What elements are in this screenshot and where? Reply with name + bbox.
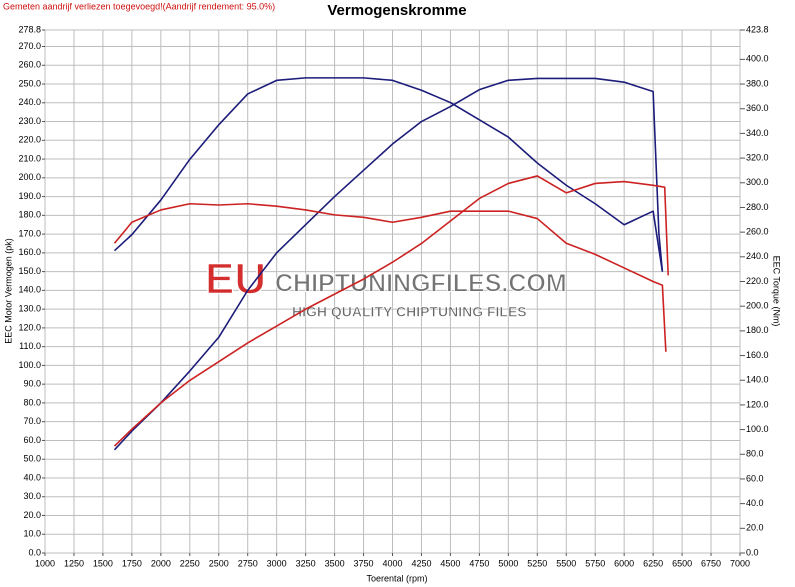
series-line xyxy=(113,77,664,272)
y2-tick-label: 240.0 xyxy=(746,251,769,261)
x-tick-label: 6250 xyxy=(643,558,663,568)
x-tick-label: 1000 xyxy=(35,558,55,568)
watermark: EU CHIPTUNINGFILES.COM HIGH QUALITY CHIP… xyxy=(204,254,567,320)
y2-tick-label: 120.0 xyxy=(746,399,769,409)
y-tick-label: 0.0 xyxy=(28,547,41,557)
y-tick-label: 110.0 xyxy=(19,341,41,351)
series-line xyxy=(113,202,667,352)
y2-tick-label: 423.8 xyxy=(746,24,769,34)
y-tick-label: 120.0 xyxy=(18,322,41,332)
y-tick-label: 130.0 xyxy=(18,304,41,314)
y-tick-label: 170.0 xyxy=(18,228,41,238)
y2-tick-label: 60.0 xyxy=(746,473,764,483)
x-tick-label: 5750 xyxy=(585,558,605,568)
y-tick-label: 260.0 xyxy=(18,60,41,70)
x-tick-label: 4500 xyxy=(440,558,460,568)
y-tick-label: 50.0 xyxy=(23,454,41,464)
x-tick-label: 1750 xyxy=(122,558,142,568)
y-tick-label: 240.0 xyxy=(18,97,41,107)
x-tick-label: 5250 xyxy=(527,558,547,568)
y2-tick-label: 320.0 xyxy=(746,152,769,162)
x-tick-label: 6750 xyxy=(701,558,721,568)
y2-tick-label: 160.0 xyxy=(746,350,769,360)
chart-title: Vermogenskromme xyxy=(327,2,466,19)
y-axis-label: EEC Motor Vermogen (pk) xyxy=(3,238,13,344)
y-tick-label: 30.0 xyxy=(23,491,41,501)
x-tick-label: 4000 xyxy=(382,558,402,568)
x-tick-label: 4750 xyxy=(469,558,489,568)
series-line xyxy=(113,77,664,451)
y2-tick-label: 180.0 xyxy=(746,325,769,335)
y-tick-label: 278.8 xyxy=(18,24,41,34)
y2-tick-label: 220.0 xyxy=(746,276,769,286)
y-tick-label: 90.0 xyxy=(23,379,41,389)
y-tick-label: 190.0 xyxy=(18,191,41,201)
y-tick-label: 160.0 xyxy=(18,247,41,257)
x-tick-label: 2750 xyxy=(238,558,258,568)
y2-tick-label: 80.0 xyxy=(746,449,764,459)
x-tick-label: 1250 xyxy=(64,558,84,568)
y-tick-label: 60.0 xyxy=(23,435,41,445)
x-tick-label: 3500 xyxy=(325,558,345,568)
x-tick-label: 6000 xyxy=(614,558,634,568)
y-tick-label: 100.0 xyxy=(18,360,41,370)
y2-tick-label: 140.0 xyxy=(746,375,769,385)
y2-tick-label: 280.0 xyxy=(746,202,769,212)
x-tick-label: 3000 xyxy=(267,558,287,568)
note: Gemeten aandrijf verliezen toegevoegd!(A… xyxy=(3,1,275,11)
watermark-site: CHIPTUNINGFILES.COM xyxy=(275,270,567,298)
x-tick-label: 2250 xyxy=(180,558,200,568)
y2-tick-label: 380.0 xyxy=(746,78,769,88)
y2-tick-label: 340.0 xyxy=(746,128,769,138)
x-tick-label: 2500 xyxy=(209,558,229,568)
y2-tick-label: 200.0 xyxy=(746,301,769,311)
y-tick-label: 70.0 xyxy=(23,416,41,426)
y-tick-label: 250.0 xyxy=(18,78,41,88)
x-tick-label: 3750 xyxy=(354,558,374,568)
y-tick-label: 230.0 xyxy=(18,116,41,126)
y2-axis-label: EEC Torque (Nm) xyxy=(772,256,782,327)
x-tick-label: 1500 xyxy=(93,558,113,568)
series-line xyxy=(113,175,669,447)
x-tick-label: 5000 xyxy=(498,558,518,568)
y-tick-label: 150.0 xyxy=(18,266,41,276)
y2-tick-label: 300.0 xyxy=(746,177,769,187)
y2-tick-label: 40.0 xyxy=(746,498,764,508)
y-tick-label: 180.0 xyxy=(18,210,41,220)
y-tick-label: 210.0 xyxy=(18,153,41,163)
y-tick-label: 200.0 xyxy=(18,172,41,182)
x-tick-label: 2000 xyxy=(151,558,171,568)
x-tick-label: 4250 xyxy=(411,558,431,568)
y-tick-label: 80.0 xyxy=(23,397,41,407)
y2-tick-label: 400.0 xyxy=(746,54,769,64)
y2-tick-label: 360.0 xyxy=(746,103,769,113)
y2-tick-label: 20.0 xyxy=(746,523,764,533)
y2-tick-label: 100.0 xyxy=(746,424,769,434)
y-tick-label: 140.0 xyxy=(18,285,41,295)
y-tick-label: 20.0 xyxy=(23,510,41,520)
y2-tick-label: 260.0 xyxy=(746,227,769,237)
x-tick-label: 5500 xyxy=(556,558,576,568)
x-axis-label: Toerental (rpm) xyxy=(366,573,427,583)
y-tick-label: 220.0 xyxy=(18,135,41,145)
y-tick-label: 40.0 xyxy=(23,472,41,482)
x-tick-label: 6500 xyxy=(672,558,692,568)
watermark-tagline: HIGH QUALITY CHIPTUNING FILES xyxy=(292,304,527,320)
x-tick-label: 3250 xyxy=(296,558,316,568)
y-tick-label: 10.0 xyxy=(23,529,41,539)
y2-tick-label: 0.0 xyxy=(746,547,759,557)
x-tick-label: 7000 xyxy=(730,558,750,568)
y-tick-label: 270.0 xyxy=(18,41,41,51)
